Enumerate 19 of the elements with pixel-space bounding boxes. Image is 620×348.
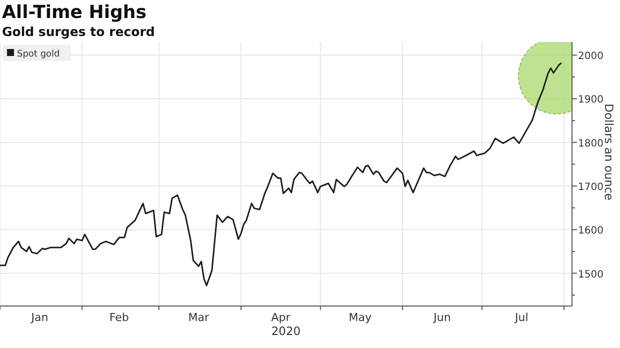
y-tick-label: 1500 (578, 269, 604, 280)
y-tick-label: 1900 (578, 94, 604, 106)
line-series (0, 62, 562, 286)
x-tick-label: Apr (271, 311, 291, 324)
x-tick-label: Jan (30, 311, 48, 324)
legend-label: Spot gold (17, 50, 60, 60)
y-tick-label: 1700 (578, 182, 604, 193)
x-tick-label: Jun (432, 311, 451, 324)
y-tick-label: 2000 (578, 51, 604, 62)
x-tick-label: Feb (109, 311, 129, 324)
chart-title: All-Time Highs (2, 2, 146, 23)
x-tick-label: May (348, 311, 372, 324)
y-axis-title: Dollars an ounce (602, 104, 616, 200)
chart-subtitle: Gold surges to record (2, 24, 155, 39)
y-tick-label: 1800 (578, 138, 604, 150)
x-tick-label: Jul (514, 311, 528, 324)
x-axis-title: 2020 (271, 324, 301, 338)
y-tick-label: 1600 (578, 226, 604, 237)
x-tick-label: Mar (188, 311, 210, 324)
